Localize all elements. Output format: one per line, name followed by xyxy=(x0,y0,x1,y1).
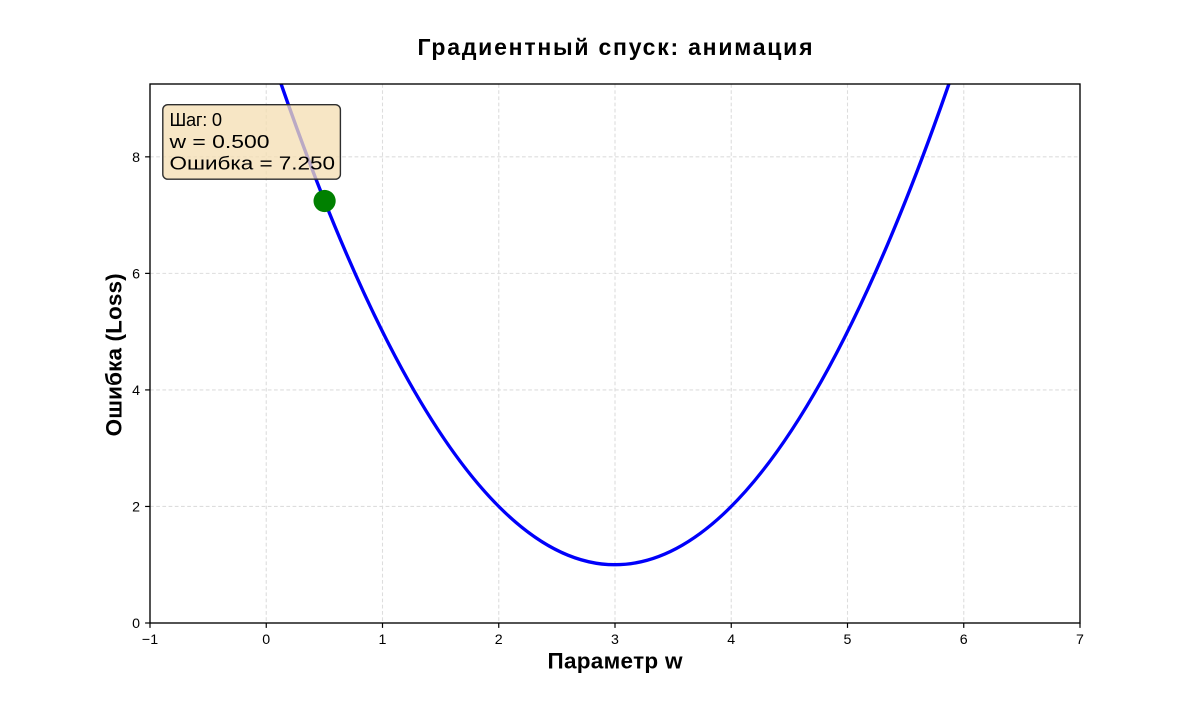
svg-text:7: 7 xyxy=(1076,632,1084,648)
svg-text:8: 8 xyxy=(132,150,140,166)
svg-text:6: 6 xyxy=(132,266,140,282)
svg-text:2: 2 xyxy=(132,500,140,516)
svg-text:4: 4 xyxy=(727,632,735,648)
svg-text:5: 5 xyxy=(844,632,852,648)
svg-text:0: 0 xyxy=(132,616,140,632)
svg-text:2: 2 xyxy=(495,632,503,648)
svg-text:3: 3 xyxy=(611,632,619,648)
svg-text:Шаг: 0: Шаг: 0 xyxy=(170,109,223,130)
svg-text:w = 0.500: w = 0.500 xyxy=(168,131,269,152)
svg-text:−1: −1 xyxy=(142,632,158,648)
svg-text:0: 0 xyxy=(262,632,270,648)
svg-text:4: 4 xyxy=(132,383,140,399)
svg-text:1: 1 xyxy=(379,632,387,648)
svg-text:6: 6 xyxy=(960,632,968,648)
svg-text:Градиентный спуск: анимация: Градиентный спуск: анимация xyxy=(418,34,813,60)
svg-text:Параметр w: Параметр w xyxy=(548,649,683,674)
svg-text:Ошибка (Loss): Ошибка (Loss) xyxy=(101,273,126,436)
svg-text:Ошибка = 7.250: Ошибка = 7.250 xyxy=(170,152,336,173)
